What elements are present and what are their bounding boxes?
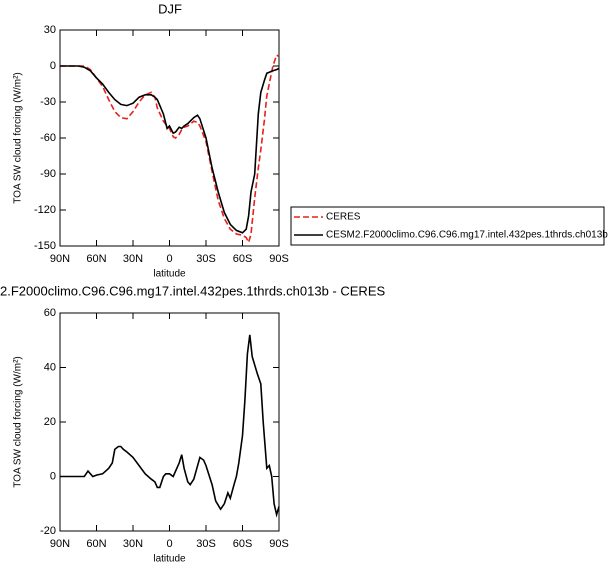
x-axis-label: latitude	[153, 269, 186, 280]
y-tick-label: 40	[44, 361, 56, 373]
plot-frame	[59, 312, 280, 532]
legend-label: CESM2.F2000climo.C96.C96.mg17.intel.432p…	[326, 230, 608, 241]
x-tick-label: 90S	[269, 538, 289, 550]
y-axis-label: TOA SW cloud forcing (W/m²)	[13, 72, 24, 204]
data-line	[60, 54, 280, 245]
x-tick-label: 60N	[86, 253, 106, 265]
chart-title: DJF	[158, 1, 182, 16]
x-tick-label: 60S	[233, 538, 253, 550]
x-tick-label: 30N	[123, 253, 143, 265]
y-tick-label: 30	[44, 24, 56, 36]
y-tick-label: -30	[40, 96, 56, 108]
y-tick-label: -120	[34, 204, 56, 216]
data-line	[60, 65, 280, 234]
chart-title: 2.F2000climo.C96.C96.mg17.intel.432pes.1…	[0, 283, 385, 298]
y-tick-label: -150	[34, 240, 56, 252]
y-tick-label: 0	[50, 470, 56, 482]
x-axis-label: latitude	[153, 554, 186, 565]
data-line	[60, 334, 280, 518]
x-tick-label: 60N	[86, 538, 106, 550]
x-tick-label: 60S	[233, 253, 253, 265]
x-tick-label: 90N	[50, 538, 70, 550]
legend-label: CERES	[326, 212, 361, 223]
x-tick-label: 30S	[196, 253, 216, 265]
y-tick-label: 20	[44, 416, 56, 428]
y-tick-label: -20	[40, 525, 56, 537]
legend-box	[290, 206, 605, 246]
y-tick-label: -60	[40, 132, 56, 144]
x-tick-label: 30S	[196, 538, 216, 550]
y-axis-label: TOA SW cloud forcing (W/m²)	[13, 356, 24, 488]
plot-frame	[59, 29, 280, 247]
y-tick-label: 60	[44, 307, 56, 319]
y-tick-label: 0	[50, 60, 56, 72]
x-tick-label: 30N	[123, 538, 143, 550]
x-tick-label: 90N	[50, 253, 70, 265]
x-tick-label: 0	[166, 538, 172, 550]
x-tick-label: 0	[166, 253, 172, 265]
x-tick-label: 90S	[269, 253, 289, 265]
y-tick-label: -90	[40, 168, 56, 180]
